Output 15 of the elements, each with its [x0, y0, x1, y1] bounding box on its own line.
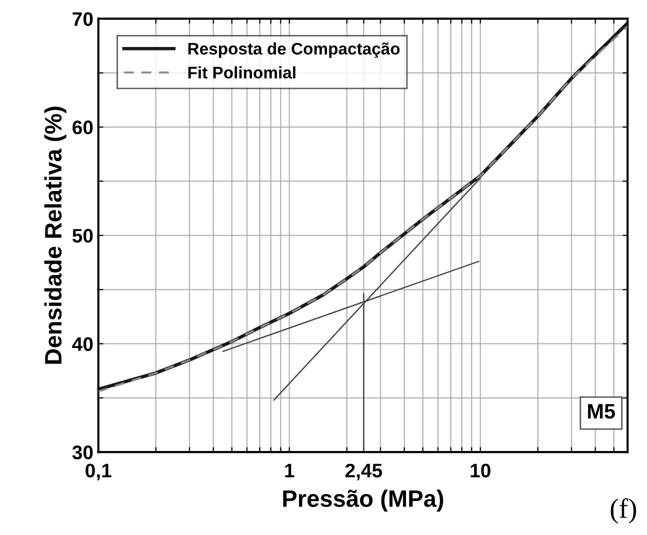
y-axis-title: Densidade Relativa (%)	[44, 106, 66, 364]
y-tick-label: 50	[72, 228, 93, 243]
text: (f)	[610, 498, 636, 524]
legend-label: Fit Polinomial	[188, 66, 296, 79]
x-tick-label: 1	[285, 464, 294, 478]
annotation: M5	[588, 404, 616, 419]
x-axis-title: Pressão (MPa)	[283, 490, 444, 512]
y-tick-label: 60	[72, 120, 93, 134]
y-tick-label: 40	[72, 337, 93, 351]
x-tick-label: 10	[470, 464, 490, 478]
x-tick-label: 2,45	[345, 464, 382, 480]
x-tick-label: 0,1	[86, 464, 112, 480]
y-tick-label: 30	[72, 446, 93, 460]
y-tick-label: 70	[72, 12, 93, 26]
legend-label: Resposta de Compactação	[188, 42, 400, 58]
